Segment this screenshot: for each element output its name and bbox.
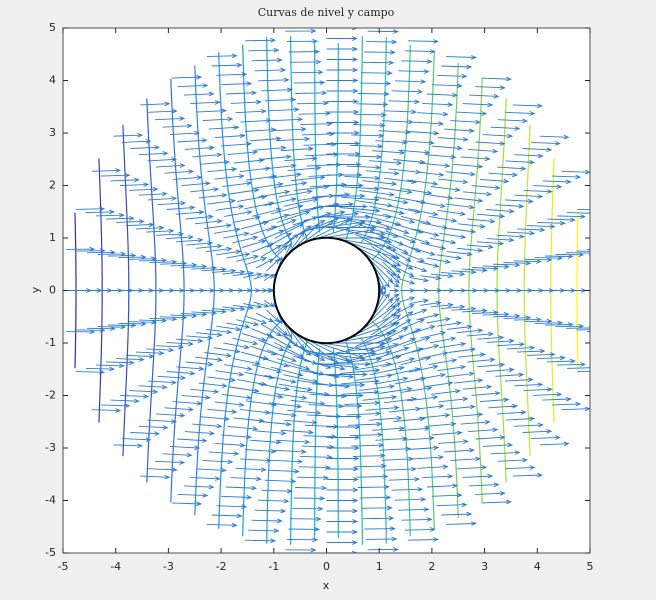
- y-axis-label: y: [29, 286, 42, 293]
- x-tick-label: 1: [376, 560, 383, 573]
- y-tick-label: -4: [45, 494, 56, 507]
- contour-line: [345, 36, 363, 545]
- plot-area: [63, 28, 590, 553]
- x-tick-label: -4: [110, 560, 121, 573]
- x-tick-label: 0: [323, 560, 330, 573]
- x-tick-label: -3: [163, 560, 174, 573]
- x-tick-label: 3: [481, 560, 488, 573]
- x-tick-label: -1: [268, 560, 279, 573]
- y-tick-label: 3: [49, 126, 56, 139]
- y-tick-label: 2: [49, 179, 56, 192]
- x-tick-label: -5: [58, 560, 69, 573]
- y-tick-label: -3: [45, 441, 56, 454]
- y-tick-label: 4: [49, 74, 56, 87]
- x-axis-label: x: [323, 579, 330, 592]
- x-tick-label: 5: [587, 560, 594, 573]
- y-tick-label: 1: [49, 231, 56, 244]
- contour-line: [242, 44, 282, 537]
- chart-title: Curvas de nivel y campo: [258, 6, 395, 19]
- x-tick-label: 4: [534, 560, 541, 573]
- contour-line: [371, 44, 411, 537]
- y-tick-label: -2: [45, 389, 56, 402]
- x-tick-label: -2: [216, 560, 227, 573]
- y-tick-label: 5: [49, 21, 56, 34]
- contour-line: [314, 43, 321, 538]
- x-tick-label: 2: [428, 560, 435, 573]
- y-tick-label: -5: [45, 546, 56, 559]
- obstacle-circle: [272, 236, 381, 345]
- y-tick-label: 0: [49, 284, 56, 297]
- y-tick-label: -1: [45, 336, 56, 349]
- contour-line: [360, 37, 387, 544]
